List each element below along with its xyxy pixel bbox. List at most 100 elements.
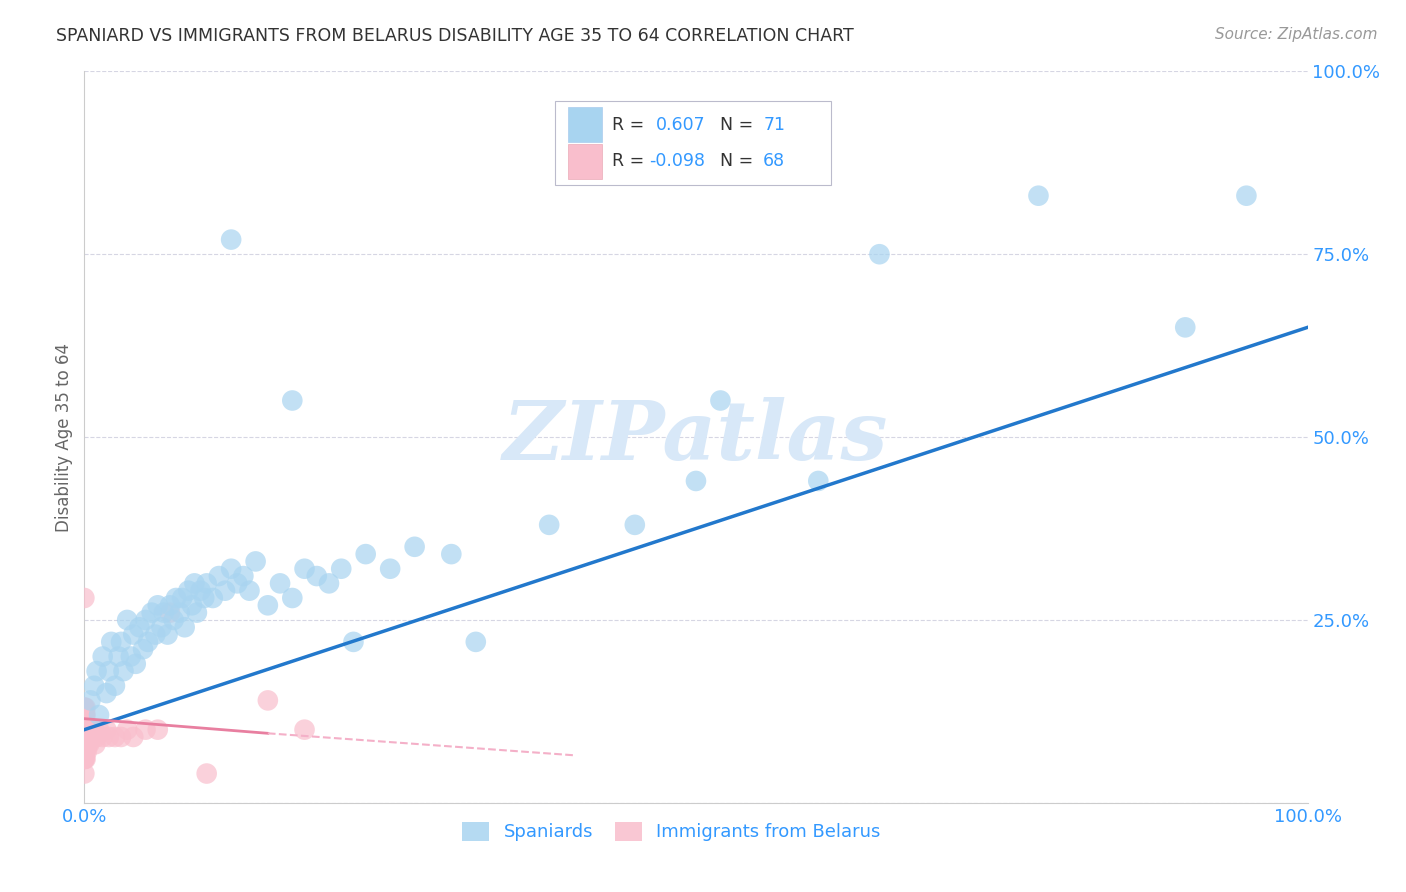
Point	[75, 700, 97, 714]
Point	[83, 679, 105, 693]
Point	[96, 686, 118, 700]
Point	[169, 606, 191, 620]
Point	[183, 576, 205, 591]
Point	[79, 730, 101, 744]
Point	[76, 737, 98, 751]
Point	[73, 737, 96, 751]
Point	[1028, 188, 1050, 202]
Point	[76, 730, 98, 744]
Point	[342, 635, 364, 649]
Point	[75, 745, 97, 759]
Point	[73, 745, 96, 759]
Point	[73, 737, 96, 751]
Point	[84, 737, 107, 751]
Point	[186, 606, 208, 620]
Point	[173, 620, 195, 634]
Point	[165, 591, 187, 605]
Point	[330, 562, 353, 576]
Point	[318, 576, 340, 591]
Point	[73, 723, 96, 737]
Point	[73, 730, 96, 744]
Point	[128, 620, 150, 634]
Point	[177, 583, 200, 598]
Point	[75, 723, 97, 737]
Point	[232, 569, 254, 583]
Point	[464, 635, 486, 649]
Point	[73, 715, 96, 730]
Point	[96, 723, 118, 737]
Point	[112, 664, 135, 678]
Point	[73, 723, 96, 737]
Point	[73, 752, 96, 766]
Point	[73, 723, 96, 737]
Point	[73, 715, 96, 730]
Point	[87, 723, 110, 737]
Point	[97, 730, 120, 744]
Point	[73, 730, 96, 744]
Point	[73, 745, 96, 759]
Point	[77, 737, 100, 751]
Point	[195, 576, 218, 591]
Point	[150, 620, 173, 634]
Point	[75, 730, 97, 744]
Point	[86, 730, 108, 744]
Point	[281, 591, 304, 605]
Point	[159, 606, 181, 620]
Point	[172, 591, 194, 605]
Point	[219, 233, 242, 247]
Point	[1174, 320, 1197, 334]
Point	[86, 664, 108, 678]
Point	[73, 737, 96, 751]
Point	[100, 635, 122, 649]
Point	[404, 540, 426, 554]
Text: R =: R =	[612, 116, 650, 134]
Point	[79, 693, 101, 707]
Point	[709, 393, 731, 408]
Point	[77, 737, 100, 751]
Point	[75, 715, 97, 730]
Point	[245, 554, 267, 568]
Point	[75, 752, 97, 766]
Text: SPANIARD VS IMMIGRANTS FROM BELARUS DISABILITY AGE 35 TO 64 CORRELATION CHART: SPANIARD VS IMMIGRANTS FROM BELARUS DISA…	[56, 27, 853, 45]
Point	[83, 723, 105, 737]
Point	[73, 745, 96, 759]
Point	[73, 708, 96, 723]
Point	[73, 745, 96, 759]
Point	[294, 562, 316, 576]
Point	[115, 613, 138, 627]
Point	[181, 599, 204, 613]
Point	[146, 723, 169, 737]
Point	[73, 708, 96, 723]
Point	[73, 715, 96, 730]
Text: 0.607: 0.607	[655, 116, 706, 134]
Point	[193, 591, 215, 605]
Point	[73, 730, 96, 744]
Point	[110, 730, 132, 744]
Point	[87, 708, 110, 723]
Point	[156, 627, 179, 641]
Point	[214, 583, 236, 598]
Point	[135, 613, 157, 627]
Point	[75, 737, 97, 751]
Point	[153, 606, 176, 620]
Point	[104, 679, 127, 693]
Text: 68: 68	[763, 153, 786, 170]
Point	[624, 517, 647, 532]
Point	[73, 708, 96, 723]
Point	[73, 737, 96, 751]
Text: ZIPatlas: ZIPatlas	[503, 397, 889, 477]
Point	[146, 599, 169, 613]
Point	[91, 730, 114, 744]
Point	[305, 569, 328, 583]
Text: 71: 71	[763, 116, 785, 134]
Point	[120, 649, 142, 664]
Point	[141, 606, 163, 620]
Point	[136, 635, 159, 649]
Point	[440, 547, 463, 561]
Text: N =: N =	[720, 116, 759, 134]
Point	[125, 657, 148, 671]
Y-axis label: Disability Age 35 to 64: Disability Age 35 to 64	[55, 343, 73, 532]
Point	[73, 730, 96, 744]
Point	[1236, 188, 1258, 202]
Point	[869, 247, 891, 261]
